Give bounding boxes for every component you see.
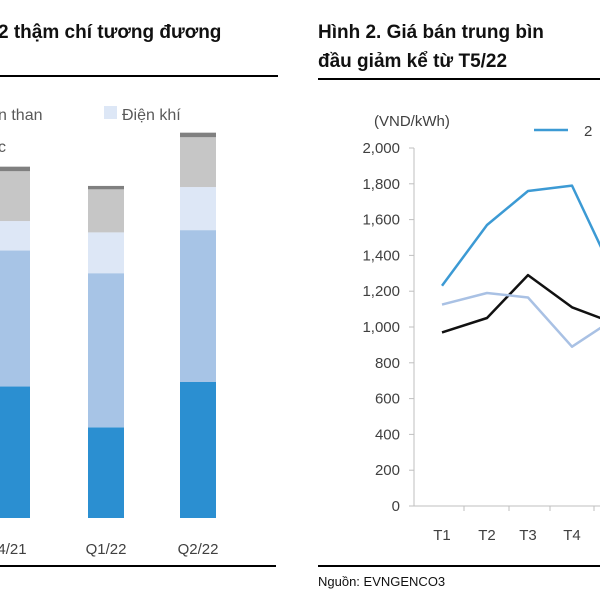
right-title-rule [318,78,600,80]
x-tick-label: T2 [478,527,496,544]
legend-label-c: c [0,139,6,156]
bar-segment-Q2-22-1 [180,382,216,518]
bar-segment-Q2-22-4 [180,137,216,188]
y-tick-label: 1,800 [362,176,400,193]
left-chart-title: 2 thậm chí tương đương [0,22,222,43]
x-tick-label: 4/21 [0,541,27,558]
series-line-top [440,184,600,287]
bar-segment-Q2-22-2 [180,230,216,382]
right-chart-title-line2: đầu giảm kể từ T5/22 [318,51,508,72]
x-tick-label: T1 [433,527,451,544]
right-chart-title-line1: Hình 2. Giá bán trung bìn [318,22,544,43]
y-tick-label: 0 [392,498,400,515]
line-chart: (VND/kWh) 2 0 200 400 600 800 1,000 1,200 1,400… [362,113,600,544]
y-tick-label: 1,200 [362,283,400,300]
bar-segment-Q1-22-1 [88,427,124,518]
y-axis-unit: (VND/kWh) [374,113,450,130]
bar-segment-Q1-22-4 [88,189,124,233]
x-tick-label: T3 [519,527,537,544]
series-line-light [441,291,600,348]
legend-label-series: 2 [584,123,592,140]
bar-segment-4-21-2 [0,250,30,387]
bar-segment-Q2-22-5 [180,132,216,138]
y-tick-label: 400 [375,426,400,443]
source-note: Nguồn: EVNGENCO3 [318,574,446,589]
bar-segment-4-21-5 [0,166,30,172]
legend-label-dien-khi: Điện khí [122,107,181,124]
bar-segment-Q1-22-3 [88,232,124,274]
y-tick-label: 600 [375,391,400,408]
series-line-black [441,273,600,334]
bar-segment-Q1-22-5 [88,185,124,190]
y-tick-label: 1,000 [362,319,400,336]
y-tick-label: 1,400 [362,247,400,264]
x-tick-label: Q2/22 [178,541,219,558]
y-tick-label: 200 [375,462,400,479]
bar-segment-4-21-3 [0,221,30,251]
bar-segment-4-21-4 [0,171,30,222]
left-title-rule [0,75,278,77]
y-tick-label: 800 [375,355,400,372]
stacked-bar-chart: n than Điện khí c 4/21 Q1/22 Q2/22 [0,106,218,558]
bar-segment-Q1-22-2 [88,273,124,428]
bar-segment-Q2-22-3 [180,187,216,231]
left-bottom-rule [0,565,276,567]
legend-swatch-dien-khi [104,106,117,119]
y-tick-label: 2,000 [362,140,400,157]
bar-segment-4-21-1 [0,386,30,518]
x-tick-label: Q1/22 [86,541,127,558]
x-tick-label: T4 [563,527,581,544]
y-tick-label: 1,600 [362,212,400,229]
right-bottom-rule [318,565,600,567]
legend-label-than: n than [0,107,42,124]
